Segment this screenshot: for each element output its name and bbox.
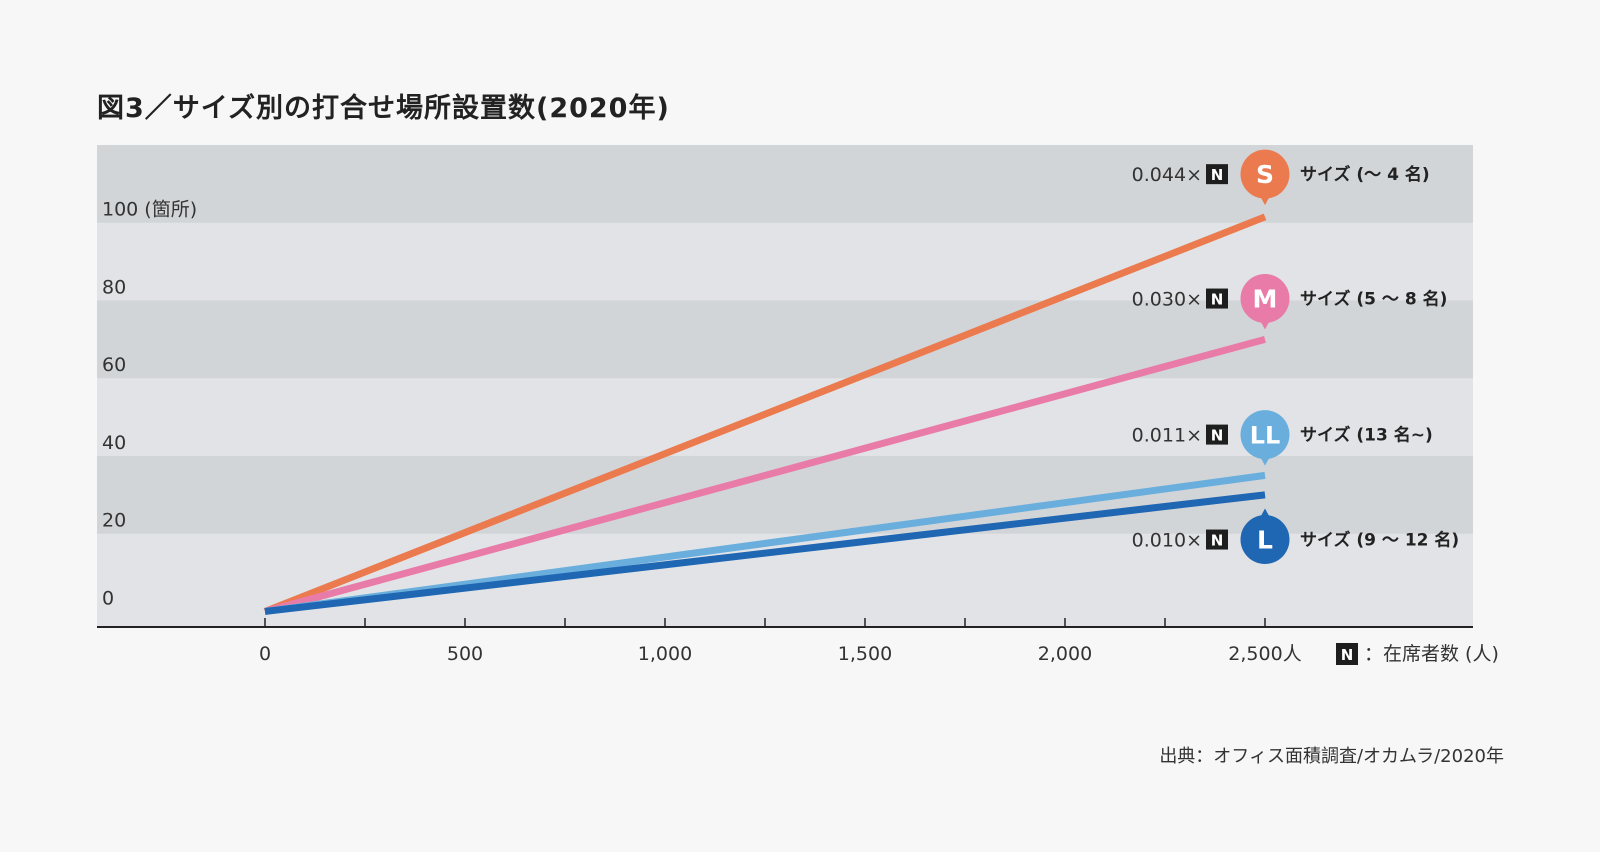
y-tick-label: 20 [102, 510, 126, 532]
x-tick-label: 2,000 [1038, 643, 1092, 665]
n-badge-l [1206, 529, 1228, 550]
marker-label-s: S [1256, 160, 1274, 189]
rate-label-ll: 0.011× [1132, 425, 1202, 447]
x-tick-label: 500 [447, 643, 483, 665]
size-label-s: サイズ (～ 4 名) [1300, 164, 1430, 185]
x-tick-label: 1,000 [638, 643, 692, 665]
rate-label-l: 0.010× [1132, 530, 1202, 552]
y-tick-label: 0 [102, 587, 114, 609]
plot-band [97, 300, 1473, 379]
marker-l [1240, 515, 1290, 565]
marker-label-m: M [1253, 285, 1278, 314]
chart-title: 図3／サイズ別の打合せ場所設置数(2020年) [97, 93, 670, 124]
y-tick-label: 80 [102, 276, 126, 298]
rate-label-m: 0.030× [1132, 289, 1202, 311]
source-note: 出典：オフィス面積調査/オカムラ/2020年 [1159, 746, 1504, 767]
x-axis-title: ：在席者数 (人) [1364, 643, 1499, 665]
x-tick-label: 1,500 [838, 643, 892, 665]
marker-ll [1240, 410, 1290, 460]
n-badge-s [1206, 164, 1228, 185]
y-tick-label: 40 [102, 432, 126, 454]
n-badge-label-l: N [1211, 532, 1224, 550]
n-badge-label: N [1341, 646, 1354, 664]
n-badge-label-m: N [1211, 291, 1224, 309]
marker-s [1240, 149, 1290, 199]
x-tick-label: 2,500人 [1228, 643, 1301, 665]
y-tick-label: 60 [102, 354, 126, 376]
size-label-m: サイズ (5 ～ 8 名) [1300, 289, 1447, 310]
n-badge-ll [1206, 424, 1228, 445]
marker-m [1240, 274, 1290, 324]
series-line-s [263, 213, 1267, 615]
rate-label-s: 0.044× [1132, 164, 1202, 186]
series-line-l [264, 491, 1266, 615]
marker-label-l: L [1257, 526, 1273, 555]
size-label-l: サイズ (9 ～ 12 名) [1300, 530, 1459, 551]
n-badge-label-ll: N [1211, 427, 1224, 445]
n-badge [1336, 643, 1358, 665]
n-badge-m [1206, 288, 1228, 309]
y-tick-label: 100 (箇所) [102, 199, 197, 221]
series-line-m [264, 335, 1266, 615]
marker-label-ll: LL [1250, 422, 1281, 450]
n-badge-label-s: N [1211, 166, 1224, 184]
x-tick-label: 0 [259, 643, 271, 665]
size-label-ll: サイズ (13 名~) [1300, 425, 1433, 446]
